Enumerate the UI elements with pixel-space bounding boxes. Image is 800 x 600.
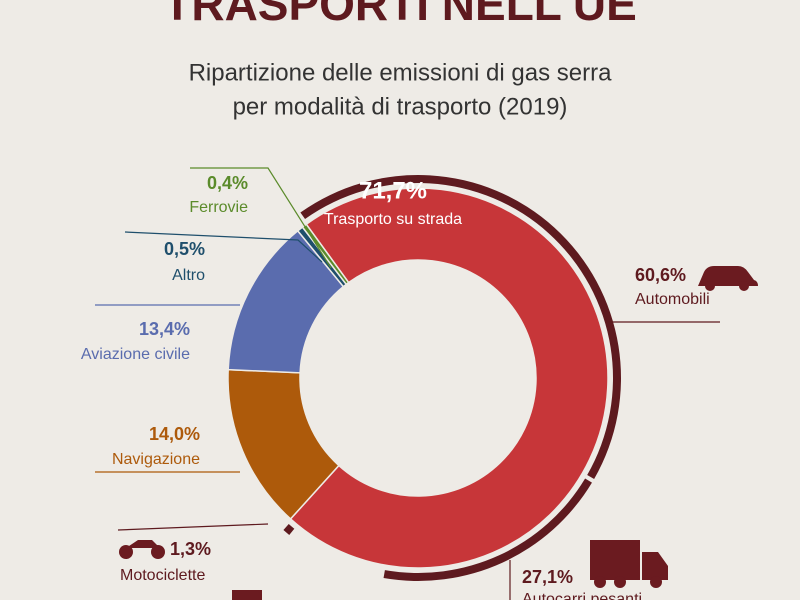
category-label: Ferrovie bbox=[189, 199, 248, 216]
category-label: Aviazione civile bbox=[81, 346, 190, 363]
donut-slice bbox=[301, 223, 350, 286]
category-label: Navigazione bbox=[112, 451, 200, 468]
breakdown-arc bbox=[383, 478, 592, 581]
subtitle: per modalità di trasporto (2019) bbox=[233, 93, 568, 120]
category-label: Motociclette bbox=[120, 567, 205, 584]
chart-title: TRASPORTI NELL'UE bbox=[163, 0, 637, 30]
leader-line bbox=[124, 231, 323, 263]
value-label: 27,1% bbox=[522, 567, 573, 587]
truck-icon bbox=[590, 540, 668, 588]
value-label: 71,7% bbox=[359, 177, 427, 204]
category-label: Automobili bbox=[635, 291, 710, 308]
value-label: 60,6% bbox=[635, 265, 686, 285]
value-label: 0,4% bbox=[207, 173, 248, 193]
category-label: Autocarri pesanti bbox=[522, 591, 642, 600]
value-label: 0,5% bbox=[164, 239, 205, 259]
category-label: Altro bbox=[172, 267, 205, 284]
subtitle: Ripartizione delle emissioni di gas serr… bbox=[189, 59, 613, 86]
motorbike-icon bbox=[119, 540, 165, 559]
breakdown-arc bbox=[283, 524, 295, 535]
value-label: 14,0% bbox=[149, 424, 200, 444]
value-label: 1,3% bbox=[170, 539, 211, 559]
car-icon bbox=[698, 266, 758, 291]
value-label: 13,4% bbox=[139, 319, 190, 339]
van-icon bbox=[232, 590, 262, 600]
leader-line bbox=[117, 523, 269, 531]
leader-line bbox=[190, 167, 332, 269]
donut-slice bbox=[289, 187, 609, 569]
category-label: Trasporto su strada bbox=[324, 211, 462, 228]
